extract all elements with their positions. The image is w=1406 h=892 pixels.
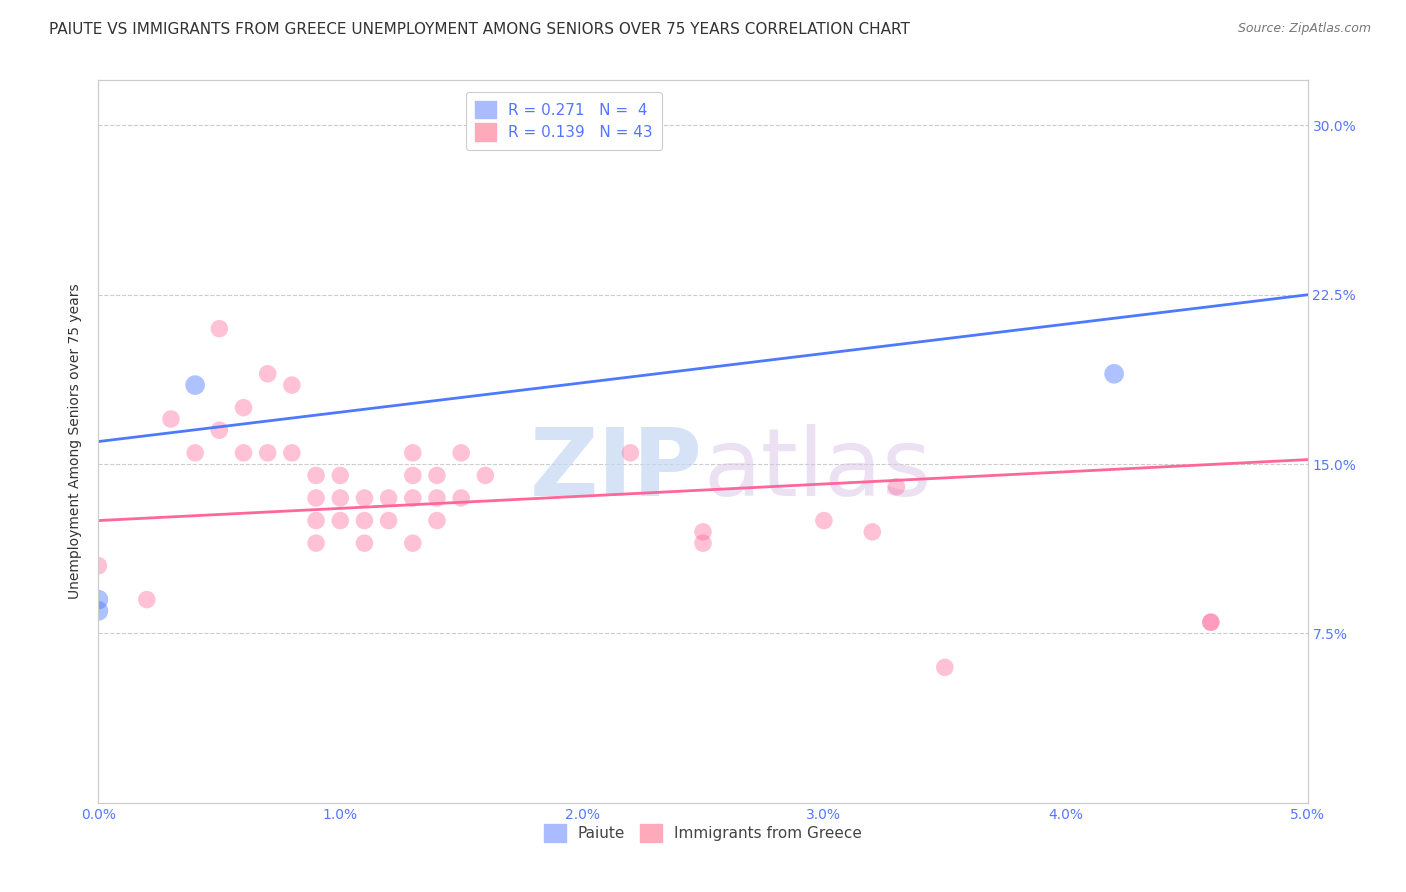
Point — [160, 412, 183, 426]
Point — [860, 524, 883, 539]
Point — [232, 446, 254, 460]
Point — [402, 491, 425, 505]
Point — [87, 604, 110, 618]
Point — [256, 446, 278, 460]
Point — [377, 514, 399, 528]
Point — [934, 660, 956, 674]
Point — [474, 468, 496, 483]
Point — [1102, 367, 1125, 381]
Point — [87, 592, 110, 607]
Point — [619, 446, 641, 460]
Point — [184, 446, 207, 460]
Text: PAIUTE VS IMMIGRANTS FROM GREECE UNEMPLOYMENT AMONG SENIORS OVER 75 YEARS CORREL: PAIUTE VS IMMIGRANTS FROM GREECE UNEMPLO… — [49, 22, 910, 37]
Text: ZIP: ZIP — [530, 425, 703, 516]
Point — [208, 321, 231, 335]
Point — [305, 536, 328, 550]
Point — [402, 446, 425, 460]
Point — [305, 491, 328, 505]
Point — [135, 592, 157, 607]
Point — [208, 423, 231, 437]
Point — [305, 468, 328, 483]
Point — [450, 491, 472, 505]
Point — [692, 536, 714, 550]
Point — [402, 536, 425, 550]
Point — [87, 558, 110, 573]
Point — [353, 514, 375, 528]
Point — [1199, 615, 1222, 630]
Point — [426, 491, 449, 505]
Point — [305, 514, 328, 528]
Point — [256, 367, 278, 381]
Text: atlas: atlas — [703, 425, 931, 516]
Point — [329, 491, 352, 505]
Point — [377, 491, 399, 505]
Point — [329, 468, 352, 483]
Point — [281, 378, 304, 392]
Point — [329, 514, 352, 528]
Point — [886, 480, 908, 494]
Point — [692, 524, 714, 539]
Point — [450, 446, 472, 460]
Point — [1199, 615, 1222, 630]
Point — [813, 514, 835, 528]
Point — [353, 536, 375, 550]
Point — [426, 468, 449, 483]
Y-axis label: Unemployment Among Seniors over 75 years: Unemployment Among Seniors over 75 years — [69, 284, 83, 599]
Text: Source: ZipAtlas.com: Source: ZipAtlas.com — [1237, 22, 1371, 36]
Point — [402, 468, 425, 483]
Legend: Paiute, Immigrants from Greece: Paiute, Immigrants from Greece — [537, 816, 869, 849]
Point — [232, 401, 254, 415]
Point — [426, 514, 449, 528]
Point — [184, 378, 207, 392]
Point — [353, 491, 375, 505]
Point — [281, 446, 304, 460]
